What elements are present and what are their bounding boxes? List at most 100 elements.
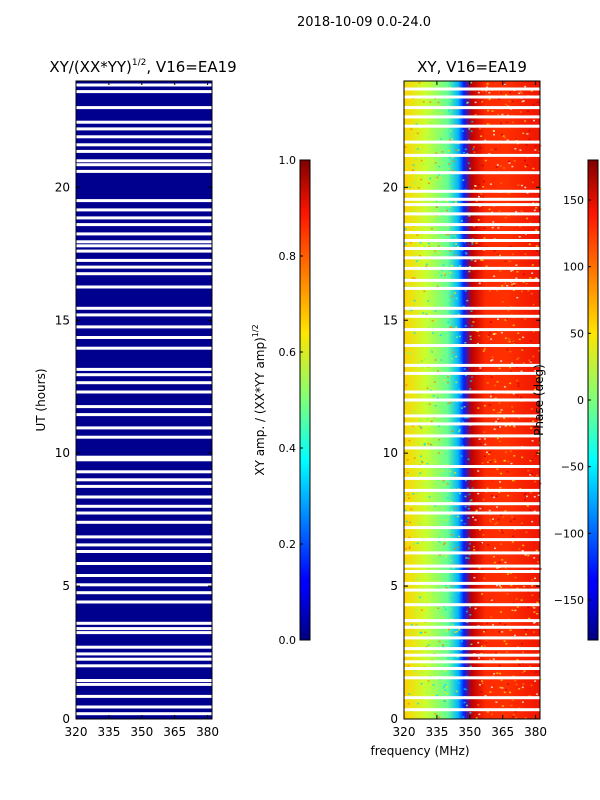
noise-speck [486, 84, 489, 86]
colorbar-tick-label: 50 [570, 327, 584, 340]
gap-row [404, 446, 540, 450]
noise-speck [458, 430, 461, 433]
noise-speck [423, 444, 426, 446]
noise-speck [524, 165, 527, 168]
noise-speck [467, 517, 470, 519]
noise-speck [537, 420, 540, 423]
noise-speck [484, 695, 487, 697]
noise-speck [416, 234, 419, 236]
noise-speck [508, 100, 511, 102]
noise-speck [498, 367, 501, 370]
noise-speck [466, 487, 469, 490]
noise-speck [487, 461, 489, 463]
noise-speck [428, 403, 431, 405]
noise-speck [470, 310, 473, 312]
y-tick-label: 15 [383, 313, 398, 327]
noise-speck [439, 177, 442, 180]
gap-row [76, 458, 212, 462]
noise-speck [415, 340, 418, 342]
noise-speck [498, 585, 501, 587]
noise-speck [446, 497, 449, 499]
x-tick-label: 380 [196, 725, 219, 739]
noise-speck [415, 123, 418, 125]
noise-speck [472, 321, 475, 323]
y-tick-label: 15 [55, 313, 70, 327]
noise-speck [426, 403, 429, 405]
noise-speck [533, 510, 536, 513]
noise-speck [507, 494, 510, 497]
noise-speck [496, 412, 499, 414]
noise-speck [489, 331, 492, 334]
noise-speck [440, 359, 443, 361]
gap-row [76, 249, 212, 253]
gap-row [76, 652, 212, 656]
colorbar-tick-label: −50 [561, 461, 584, 474]
noise-speck [500, 409, 503, 411]
noise-speck [535, 229, 538, 231]
noise-speck [441, 310, 444, 313]
noise-speck [429, 389, 432, 392]
noise-speck [408, 439, 411, 442]
colorbar-phase: −150 −100 −50 0 50 100 150 Phase (deg) [532, 159, 599, 641]
noise-speck [405, 277, 408, 280]
noise-speck [439, 91, 442, 94]
noise-speck [494, 384, 496, 387]
noise-speck [531, 425, 534, 427]
noise-speck [521, 456, 524, 459]
noise-speck [492, 658, 495, 660]
noise-speck [529, 277, 532, 279]
noise-speck [511, 406, 514, 408]
gap-row [404, 371, 540, 375]
noise-speck [499, 487, 502, 489]
noise-speck [455, 237, 458, 240]
noise-speck [436, 176, 439, 179]
noise-speck [455, 221, 458, 224]
gap-row [76, 223, 212, 227]
gap-row [76, 591, 212, 595]
noise-speck [455, 690, 458, 693]
noise-speck [412, 656, 415, 659]
noise-speck [463, 688, 466, 690]
noise-speck [458, 429, 461, 431]
noise-speck [536, 379, 539, 381]
noise-speck [469, 614, 472, 616]
noise-speck [432, 327, 435, 329]
noise-speck [535, 671, 538, 673]
noise-speck [451, 624, 454, 626]
gap-row [76, 543, 212, 547]
noise-speck [457, 245, 459, 248]
noise-speck [525, 282, 528, 285]
noise-speck [533, 209, 536, 212]
noise-speck [518, 236, 521, 238]
noise-speck [464, 374, 467, 377]
noise-speck [493, 250, 496, 252]
noise-speck [420, 427, 423, 429]
noise-speck [409, 584, 412, 587]
noise-speck [505, 689, 508, 691]
noise-speck [514, 576, 517, 579]
noise-speck [494, 148, 497, 150]
gap-row [76, 679, 212, 682]
noise-speck [463, 701, 466, 704]
noise-speck [451, 357, 453, 360]
noise-speck [498, 210, 501, 212]
gap-row [76, 313, 212, 317]
gap-row [76, 265, 212, 269]
noise-speck [478, 282, 481, 285]
noise-speck [536, 613, 539, 615]
gap-row [76, 106, 212, 110]
noise-speck [492, 624, 494, 626]
noise-speck [485, 640, 488, 643]
noise-speck [539, 568, 542, 570]
noise-speck [494, 333, 497, 335]
noise-speck [417, 187, 420, 189]
noise-speck [432, 592, 435, 594]
noise-speck [496, 506, 498, 508]
noise-speck [524, 492, 527, 495]
x-tick-label: 365 [163, 725, 186, 739]
noise-speck [471, 325, 474, 327]
noise-speck [500, 472, 502, 475]
noise-speck [500, 182, 503, 184]
noise-speck [502, 135, 505, 137]
noise-speck [512, 289, 515, 291]
